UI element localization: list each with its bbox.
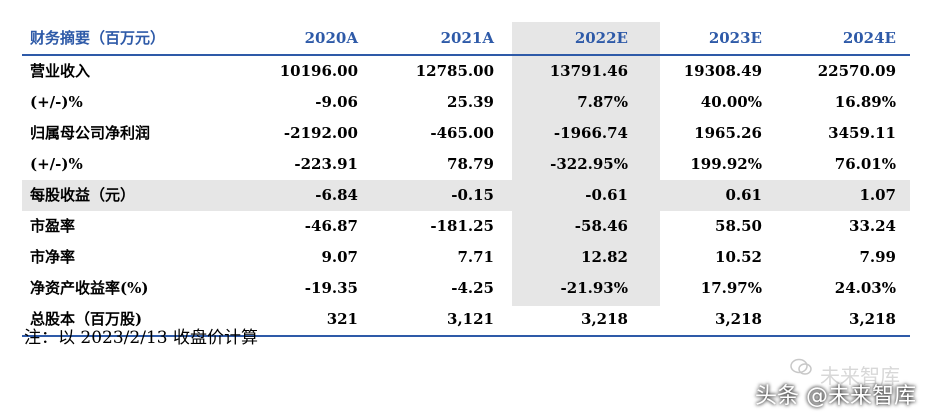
cell-value: -58.46 [574, 217, 628, 235]
header-title: 财务摘要（百万元） [30, 29, 166, 47]
table-header-row: 财务摘要（百万元） 2020A 2021A 2022E 2023E 2024E [22, 22, 910, 56]
cell-value: 10196.00 [279, 62, 358, 80]
cell-value: -1966.74 [553, 124, 628, 142]
cell-value: 33.24 [849, 217, 896, 235]
cell-value: -4.25 [451, 279, 494, 297]
header-2024e: 2024E [842, 29, 896, 47]
cell-value: -6.84 [315, 186, 358, 204]
cell-value: 3,218 [581, 310, 628, 328]
cell-value: -0.61 [585, 186, 628, 204]
watermark-brand: 未来智库 [820, 364, 900, 388]
cell-value: 1965.26 [694, 124, 762, 142]
cell-value: 24.03% [834, 279, 896, 297]
header-2023e: 2023E [708, 29, 762, 47]
forecast-column-shade [512, 22, 660, 306]
table-row: (+/-)% -9.06 25.39 7.87% 40.00% 16.89% [22, 87, 910, 118]
cell-value: 7.71 [457, 248, 494, 266]
cell-value: 1.07 [859, 186, 896, 204]
cell-value: 7.87% [577, 93, 628, 111]
cell-value: 199.92% [690, 155, 762, 173]
header-2021a: 2021A [440, 29, 494, 47]
chat-bubble-icon [790, 358, 812, 375]
table-row: 市净率 9.07 7.71 12.82 10.52 7.99 [22, 242, 910, 273]
cell-value: 321 [326, 310, 358, 328]
table-row: 总股本（百万股) 321 3,121 3,218 3,218 3,218 [22, 304, 910, 337]
table-row: 净资产收益率(%) -19.35 -4.25 -21.93% 17.97% 24… [22, 273, 910, 304]
cell-value: -46.87 [304, 217, 358, 235]
cell-value: -0.15 [451, 186, 494, 204]
cell-value: 22570.09 [817, 62, 896, 80]
cell-value: -21.93% [560, 279, 628, 297]
table-row: 归属母公司净利润 -2192.00 -465.00 -1966.74 1965.… [22, 118, 910, 149]
cell-value: 12785.00 [415, 62, 494, 80]
cell-value: 17.97% [700, 279, 762, 297]
cell-value: -19.35 [304, 279, 358, 297]
row-label: (+/-)% [30, 155, 83, 173]
cell-value: 40.00% [700, 93, 762, 111]
financial-summary-table: 财务摘要（百万元） 2020A 2021A 2022E 2023E 2024E … [22, 22, 910, 337]
cell-value: 58.50 [715, 217, 762, 235]
row-label: 归属母公司净利润 [30, 124, 151, 142]
cell-value: -181.25 [430, 217, 494, 235]
table-row: 营业收入 10196.00 12785.00 13791.46 19308.49… [22, 56, 910, 87]
row-shade [22, 180, 910, 211]
row-label: 总股本（百万股) [30, 310, 143, 328]
row-label: 每股收益（元） [30, 186, 136, 204]
cell-value: 16.89% [834, 93, 896, 111]
row-label: (+/-)% [30, 93, 83, 111]
cell-value: 3,218 [715, 310, 762, 328]
watermark-credit: 头条 @未来智库 [755, 384, 916, 409]
cell-value: 78.79 [447, 155, 494, 173]
row-label: 市净率 [30, 248, 76, 266]
table-row: (+/-)% -223.91 78.79 -322.95% 199.92% 76… [22, 149, 910, 180]
cell-value: 0.61 [725, 186, 762, 204]
row-label: 市盈率 [30, 217, 76, 235]
cell-value: 76.01% [834, 155, 896, 173]
cell-value: -465.00 [430, 124, 494, 142]
cell-value: 3,121 [447, 310, 494, 328]
table-row-highlighted: 每股收益（元） -6.84 -0.15 -0.61 0.61 1.07 [22, 180, 910, 211]
cell-value: 3459.11 [828, 124, 896, 142]
row-label: 净资产收益率(%) [30, 279, 149, 297]
row-label: 营业收入 [30, 62, 91, 80]
cell-value: 13791.46 [549, 62, 628, 80]
cell-value: 25.39 [447, 93, 494, 111]
cell-value: 3,218 [849, 310, 896, 328]
cell-value: 19308.49 [683, 62, 762, 80]
cell-value: 10.52 [715, 248, 762, 266]
cell-value: -2192.00 [283, 124, 358, 142]
cell-value: 12.82 [581, 248, 628, 266]
cell-value: -9.06 [315, 93, 358, 111]
table-footnote: 注：以 2023/2/13 收盘价计算 [24, 328, 258, 348]
header-2022e: 2022E [574, 29, 628, 47]
table-row: 市盈率 -46.87 -181.25 -58.46 58.50 33.24 [22, 211, 910, 242]
cell-value: -322.95% [550, 155, 628, 173]
cell-value: 9.07 [321, 248, 358, 266]
cell-value: 7.99 [859, 248, 896, 266]
header-2020a: 2020A [304, 29, 358, 47]
cell-value: -223.91 [294, 155, 358, 173]
